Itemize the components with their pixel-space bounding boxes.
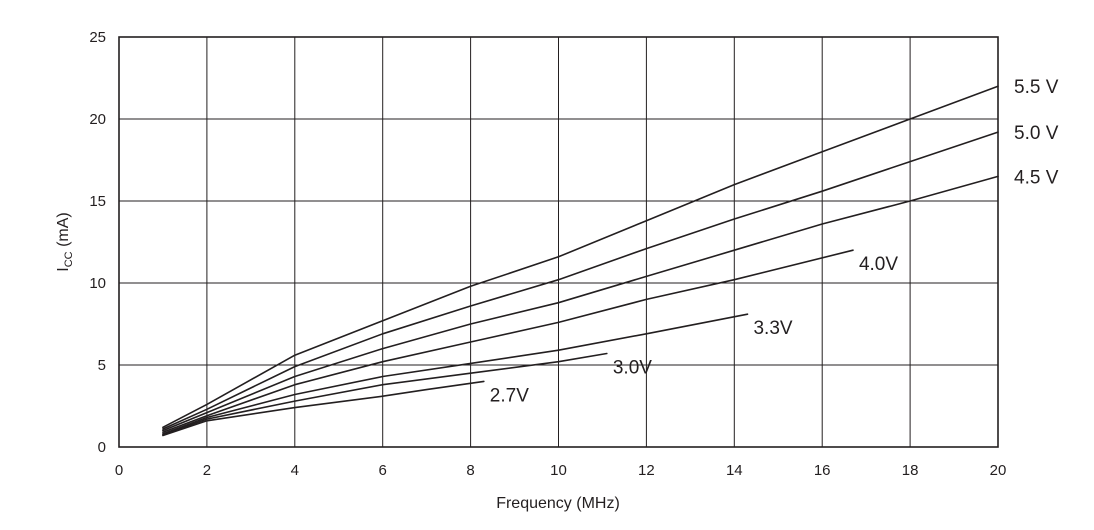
series-label: 5.0 V	[1014, 123, 1059, 144]
series-lines	[162, 85, 999, 437]
y-axis-title-sub: CC	[63, 251, 75, 267]
series-label: 2.7V	[490, 385, 529, 406]
plot-frame	[118, 36, 999, 448]
y-axis-title-suffix: (mA)	[55, 212, 72, 251]
x-tick-label: 8	[466, 462, 474, 479]
y-tick-label: 0	[98, 439, 106, 456]
x-tick-label: 12	[638, 462, 655, 479]
series-line	[162, 85, 999, 429]
x-tick-label: 4	[291, 462, 299, 479]
x-tick-label: 10	[550, 462, 567, 479]
series-line	[162, 249, 854, 433]
x-tick-label: 14	[726, 462, 743, 479]
x-tick-label: 16	[814, 462, 831, 479]
series-label: 5.5 V	[1014, 77, 1059, 98]
y-axis-title: ICC (mA)	[55, 212, 75, 271]
y-tick-label: 10	[89, 275, 106, 292]
series-line	[162, 380, 485, 437]
series-label: 4.5 V	[1014, 167, 1059, 188]
series-line	[162, 352, 608, 436]
series-labels: 5.5 V 5.0 V 4.5 V 4.0V 3.3V 3.0V 2.7V	[490, 77, 1059, 406]
series-line	[162, 131, 999, 430]
x-tick-label: 18	[902, 462, 919, 479]
tick-labels: 0 2 4 6 8 10 12 14 16 18 20 0 5 10 15 20 25	[89, 29, 1006, 479]
y-axis-title-main: I	[55, 267, 72, 271]
y-tick-label: 20	[89, 111, 106, 128]
y-tick-label: 15	[89, 193, 106, 210]
x-axis-title: Frequency (MHz)	[496, 495, 620, 512]
x-tick-label: 2	[203, 462, 211, 479]
x-tick-label: 0	[115, 462, 123, 479]
series-line	[162, 313, 749, 435]
y-tick-label: 5	[98, 357, 106, 374]
series-line	[162, 175, 999, 432]
series-label: 3.3V	[753, 318, 792, 339]
series-label: 4.0V	[859, 254, 898, 275]
y-tick-label: 25	[89, 29, 106, 46]
series-label: 3.0V	[613, 358, 652, 379]
grid	[118, 36, 999, 448]
x-tick-label: 20	[990, 462, 1007, 479]
x-tick-label: 6	[379, 462, 387, 479]
